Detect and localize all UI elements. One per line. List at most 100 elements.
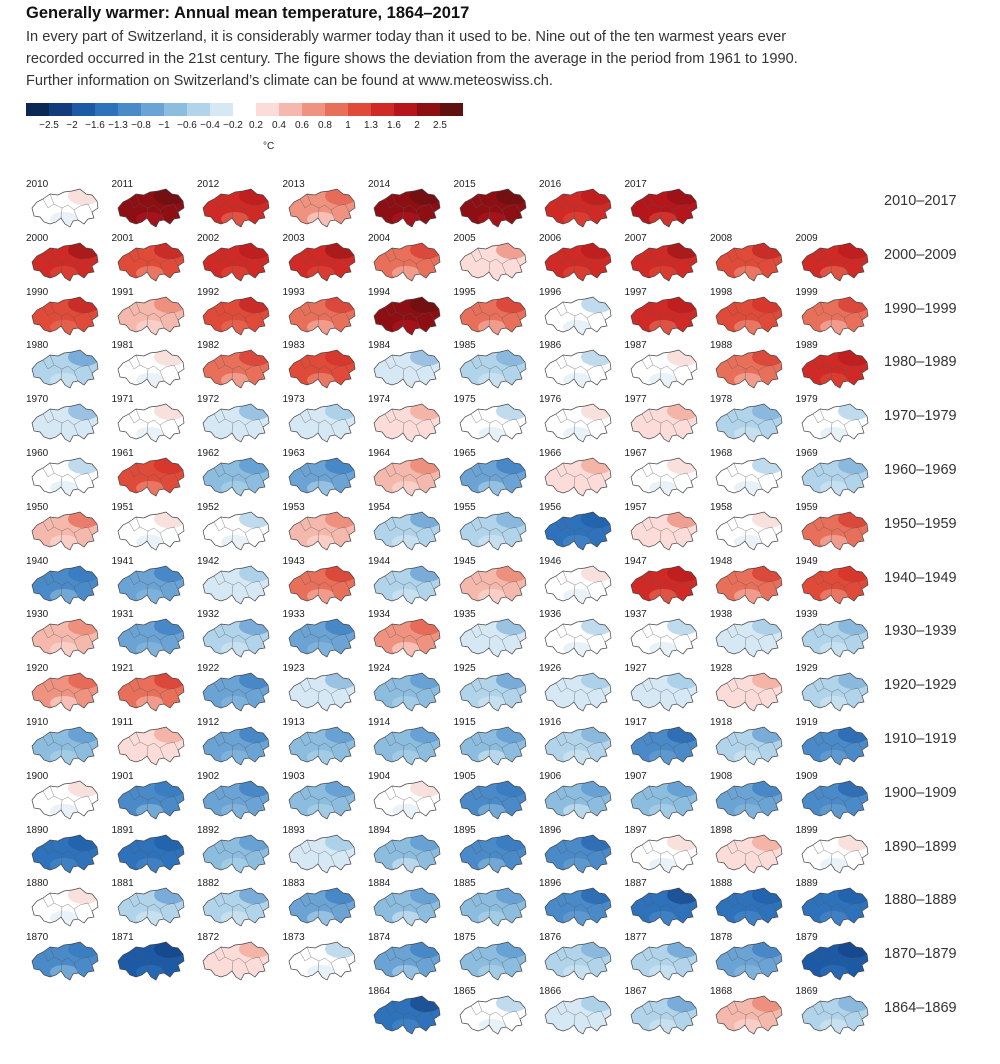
map-outline <box>117 726 184 766</box>
year-map-1920: 1920 <box>26 664 101 716</box>
year-label: 1922 <box>197 663 220 675</box>
year-map-1961: 1961 <box>112 449 187 501</box>
switzerland-map <box>117 242 184 282</box>
map-outline <box>31 726 99 766</box>
year-label: 1948 <box>710 555 733 567</box>
map-outline <box>459 834 526 874</box>
year-label: 1931 <box>111 609 134 621</box>
switzerland-map <box>544 672 612 712</box>
map-outline <box>801 565 868 605</box>
color-scale-swatch <box>394 103 417 116</box>
year-label: 1893 <box>282 824 305 836</box>
year-label: 2008 <box>710 232 733 244</box>
year-label: 1920 <box>26 663 49 675</box>
switzerland-map <box>630 672 697 712</box>
year-map-2015: 2015 <box>454 180 529 232</box>
year-label: 2005 <box>453 232 476 244</box>
switzerland-map <box>31 780 99 820</box>
switzerland-map <box>715 296 783 336</box>
map-outline <box>288 888 355 927</box>
year-map-1953: 1953 <box>282 501 358 555</box>
switzerland-map <box>801 726 868 766</box>
map-outline <box>373 565 441 605</box>
color-scale-legend: −2.5 −2 −1.6 −1.3 −0.8 −1 −0.6 −0.4 −0.2 0.2 0.4 0.… <box>26 103 526 134</box>
map-outline <box>544 619 612 658</box>
year-map-1912: 1912 <box>197 718 272 770</box>
color-scale-swatch <box>26 103 49 116</box>
year-label: 1999 <box>795 286 818 298</box>
map-outline <box>202 242 270 282</box>
map-outline <box>801 834 868 874</box>
year-map-1993: 1993 <box>283 287 358 340</box>
switzerland-map <box>373 726 441 766</box>
map-outline <box>630 350 697 389</box>
map-outline <box>801 726 868 766</box>
year-label: 1896 <box>539 824 562 836</box>
year-map-1998: 1998 <box>710 287 785 340</box>
year-label: 1890 <box>26 824 49 836</box>
year-map-1959: 1959 <box>796 502 871 555</box>
year-map-1905: 1905 <box>453 770 529 824</box>
switzerland-map <box>459 565 526 605</box>
year-label: 1989 <box>795 340 818 352</box>
map-outline <box>373 619 441 658</box>
switzerland-map <box>117 672 184 712</box>
map-outline <box>117 242 184 282</box>
year-label: 1894 <box>368 824 391 836</box>
year-map-1985: 1985 <box>454 341 529 393</box>
switzerland-map <box>31 188 99 228</box>
map-outline <box>544 995 612 1035</box>
year-map-1927: 1927 <box>625 664 700 716</box>
year-map-1988: 1988 <box>710 341 785 393</box>
switzerland-map <box>288 888 355 927</box>
map-outline <box>202 350 270 389</box>
year-map-1872: 1872 <box>197 933 272 985</box>
map-outline <box>117 672 184 712</box>
year-map-1879: 1879 <box>796 933 871 985</box>
year-label: 1971 <box>111 394 134 406</box>
switzerland-map <box>202 188 270 228</box>
map-outline <box>202 457 270 497</box>
year-map-1960: 1960 <box>26 449 101 501</box>
map-outline <box>31 403 99 443</box>
year-label: 1908 <box>710 770 733 782</box>
switzerland-map <box>544 296 612 336</box>
map-outline <box>715 672 783 712</box>
decade-label: 1910–1919 <box>884 731 957 747</box>
year-label: 1946 <box>539 555 562 567</box>
year-label: 1955 <box>453 501 476 513</box>
map-outline <box>630 242 697 282</box>
switzerland-map <box>373 941 441 981</box>
year-label: 1979 <box>795 394 818 406</box>
year-map-1933: 1933 <box>283 610 358 662</box>
year-label: 1958 <box>710 501 733 513</box>
switzerland-map <box>373 350 441 389</box>
year-label: 1905 <box>453 770 476 782</box>
year-label: 2010 <box>26 179 49 190</box>
switzerland-map <box>630 888 697 927</box>
year-map-2017: 2017 <box>625 180 700 232</box>
year-map-2011: 2011 <box>112 180 187 232</box>
year-label: 1985 <box>453 340 476 352</box>
map-outline <box>630 403 697 443</box>
map-outline <box>715 888 783 927</box>
year-map-1893: 1893 <box>282 824 358 878</box>
color-scale-swatch <box>118 103 141 116</box>
switzerland-map <box>202 457 270 497</box>
year-label: 1994 <box>368 286 391 298</box>
map-outline <box>31 619 99 658</box>
switzerland-map <box>202 242 270 282</box>
color-scale-swatch <box>187 103 210 116</box>
year-map-1982: 1982 <box>197 341 272 393</box>
switzerland-map <box>715 242 783 282</box>
switzerland-map <box>459 457 526 497</box>
year-label: 1883 <box>282 878 305 890</box>
map-outline <box>801 350 868 389</box>
year-label: 1924 <box>368 663 391 675</box>
year-label: 1953 <box>282 501 305 513</box>
year-label: 1896 <box>539 878 562 890</box>
year-label: 2015 <box>453 179 476 190</box>
year-map-1931: 1931 <box>112 610 187 662</box>
map-outline <box>31 834 99 874</box>
